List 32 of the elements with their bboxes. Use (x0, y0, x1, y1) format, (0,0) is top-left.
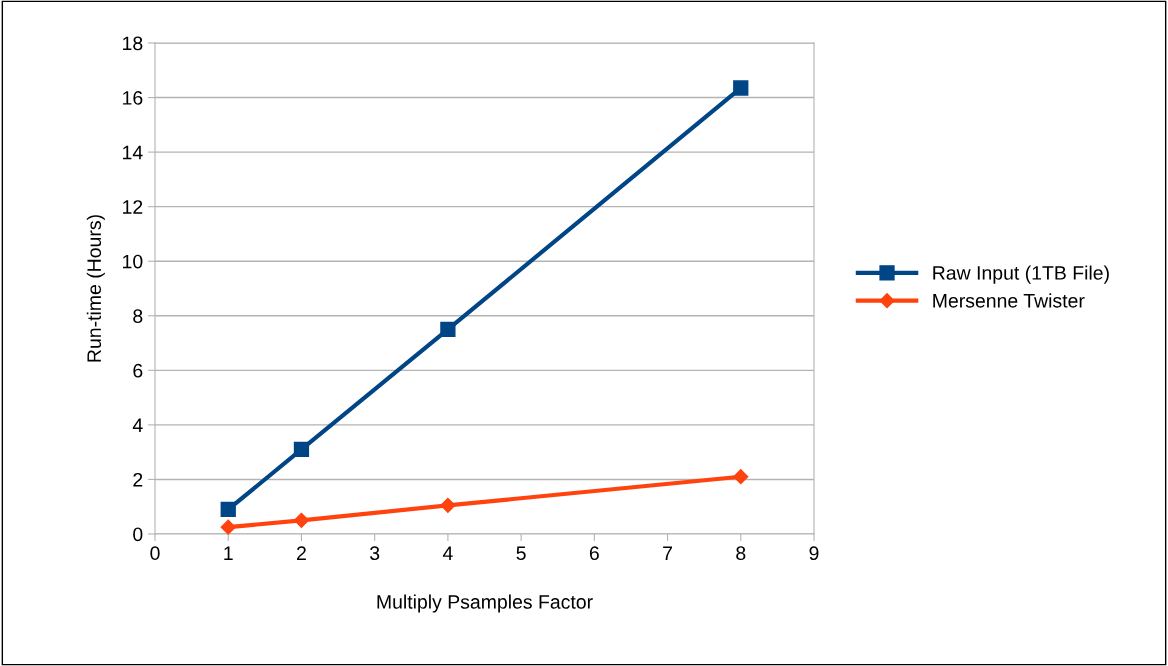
point (293, 441, 310, 458)
y-tick-label: 12 (123, 200, 143, 214)
x-axis-title: Multiply Psamples Factor (377, 594, 593, 613)
x-tick-label: 5 (516, 546, 526, 561)
y-axis-title: Run-time (Hours) (86, 215, 105, 362)
x-tick-label: 9 (809, 546, 819, 561)
x-tick-label: 4 (442, 546, 453, 560)
x-tick-label: 0 (150, 546, 160, 561)
y-tick-label: 8 (133, 309, 143, 324)
x-tick-label: 3 (370, 546, 380, 561)
y-tick-label: 10 (123, 254, 143, 269)
y-tick-label: 4 (132, 418, 143, 432)
y-tick-label: 2 (133, 472, 143, 487)
x-tick-label: 6 (589, 546, 599, 561)
point (733, 80, 749, 96)
y-tick-label: 18 (123, 36, 143, 51)
x-tick-label: 7 (663, 546, 672, 560)
legend-label: Raw Input (1TB File) (933, 265, 1109, 284)
point (733, 469, 749, 485)
y-tick-label: 14 (123, 145, 143, 160)
y-tick-label: 16 (123, 91, 143, 105)
legend-label: Mersenne Twister (933, 293, 1085, 308)
point (293, 512, 310, 528)
point (220, 501, 236, 518)
x-tick-label: 8 (736, 546, 746, 561)
point (440, 497, 456, 513)
y-tick-label: 0 (133, 527, 143, 542)
point (220, 519, 236, 535)
x-tick-label: 1 (224, 546, 233, 560)
x-tick-label: 2 (297, 546, 306, 560)
y-tick-label: 6 (133, 363, 143, 378)
point (440, 321, 456, 338)
